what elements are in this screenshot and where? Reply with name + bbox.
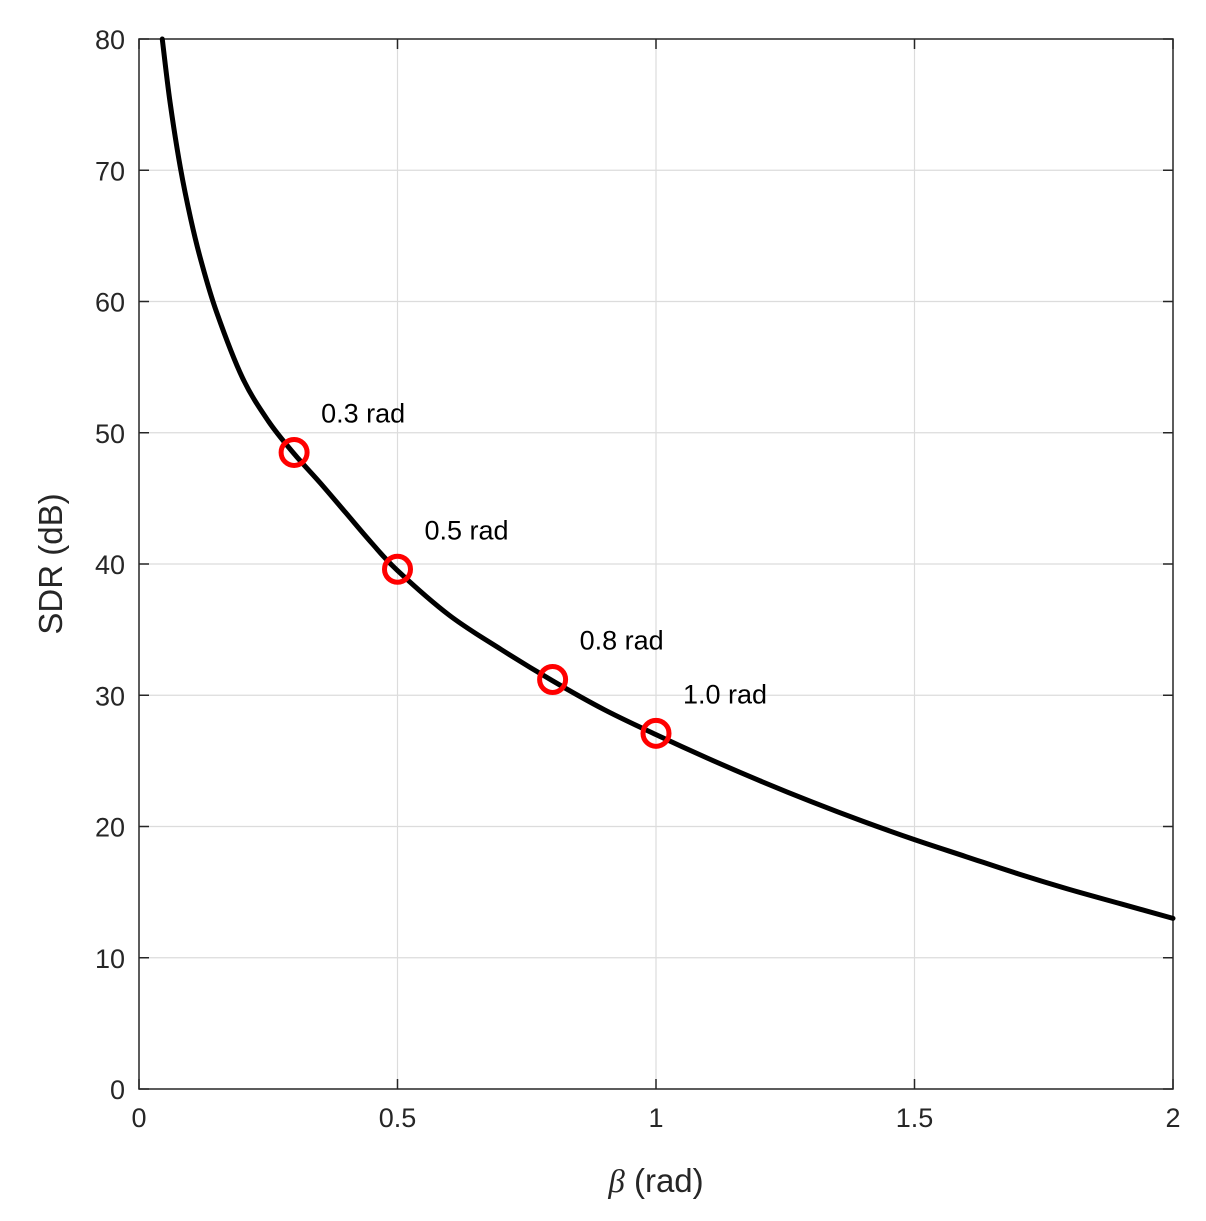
x-tick-label: 0.5 — [379, 1103, 417, 1133]
marker-circle — [640, 717, 672, 749]
x-tick-labels: 0 0.5 1 1.5 2 — [131, 1103, 1180, 1133]
y-tick-label: 50 — [95, 419, 125, 449]
y-tick-label: 0 — [110, 1075, 125, 1105]
x-tick-label: 1.5 — [896, 1103, 934, 1133]
y-tick-labels: 0 10 20 30 40 50 60 70 80 — [95, 25, 125, 1105]
marker-circle — [537, 664, 569, 695]
x-axis-label-unit: (rad) — [625, 1162, 704, 1199]
marker-label: 0.8 rad — [580, 626, 664, 656]
marker-circle — [382, 553, 413, 585]
y-tick-label: 20 — [95, 813, 125, 843]
sdr-curve — [159, 36, 1176, 921]
marker-label: 0.5 rad — [425, 515, 509, 545]
y-tick-label: 30 — [95, 681, 125, 711]
x-tick-label: 1 — [648, 1103, 663, 1133]
x-axis-label: β (rad) — [607, 1162, 703, 1200]
y-axis-label: SDR (dB) — [32, 493, 69, 634]
x-axis-label-symbol: β — [607, 1164, 625, 1200]
y-tick-label: 80 — [95, 25, 125, 55]
marker-label: 0.3 rad — [321, 398, 405, 428]
y-tick-label: 40 — [95, 550, 125, 580]
highlight-markers: 0.3 rad 0.5 rad 0.8 rad 1.0 rad — [278, 398, 767, 749]
plot-frame — [138, 38, 1174, 1090]
grid-lines — [139, 39, 1173, 1089]
x-tick-label: 0 — [131, 1103, 146, 1133]
marker-label: 1.0 rad — [683, 679, 767, 709]
x-tick-label: 2 — [1165, 1103, 1180, 1133]
y-tick-label: 60 — [95, 288, 125, 318]
y-tick-label: 70 — [95, 156, 125, 186]
marker-circle — [278, 436, 310, 468]
y-tick-label: 10 — [95, 944, 125, 974]
